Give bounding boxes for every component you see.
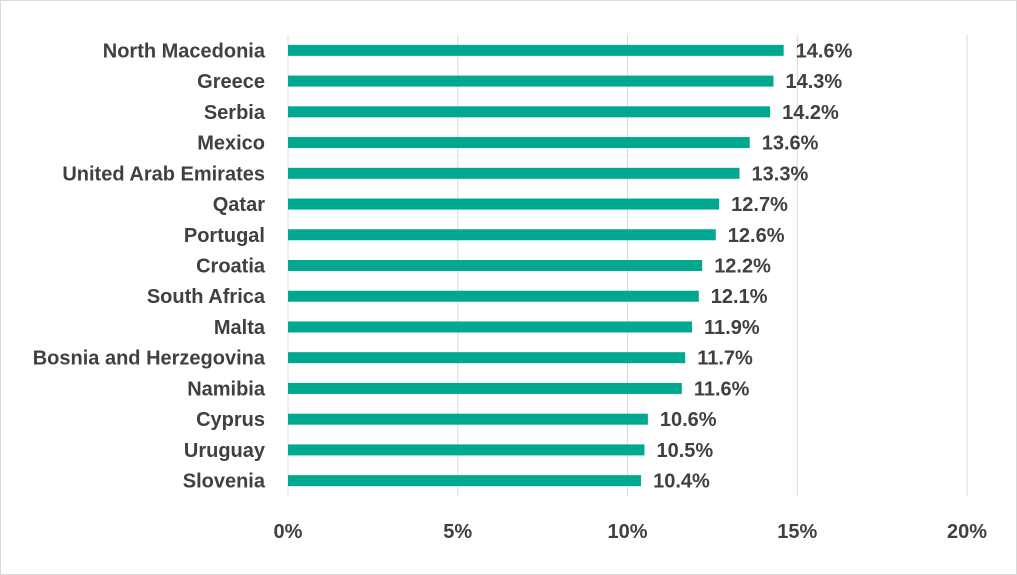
- value-label: 12.2%: [714, 256, 771, 278]
- bar: [288, 444, 645, 456]
- bar: [288, 106, 771, 118]
- bar: [288, 229, 716, 241]
- bar: [288, 167, 740, 179]
- value-label: 10.5%: [656, 440, 713, 462]
- category-label: Serbia: [204, 102, 266, 124]
- x-tick-label: 10%: [607, 521, 647, 543]
- category-label: Mexico: [197, 133, 265, 155]
- bar: [288, 75, 774, 87]
- value-label: 12.1%: [711, 286, 768, 308]
- x-tick-label: 15%: [777, 521, 817, 543]
- value-labels: 14.6% 14.3% 14.2% 13.6% 13.3% 12.7% 12.6% 12.2%…: [653, 40, 853, 492]
- category-label: Malta: [214, 317, 266, 339]
- category-label: United Arab Emirates: [62, 163, 265, 185]
- bar: [288, 475, 642, 487]
- bar: [288, 382, 682, 394]
- category-labels: North Macedonia Greece Serbia Mexico United …: [33, 40, 266, 492]
- bar: [288, 198, 720, 210]
- category-label: Portugal: [184, 225, 265, 247]
- value-label: 12.6%: [728, 225, 785, 247]
- category-label: Croatia: [196, 256, 266, 278]
- x-tick-labels: 0% 5% 10% 15% 20%: [274, 521, 988, 543]
- value-label: 14.3%: [785, 71, 842, 93]
- value-label: 10.6%: [660, 409, 717, 431]
- bars: [288, 44, 784, 487]
- bar: [288, 290, 699, 302]
- category-label: South Africa: [147, 286, 266, 308]
- category-label: Cyprus: [196, 409, 265, 431]
- bar: [288, 352, 686, 364]
- category-label: Slovenia: [183, 471, 266, 493]
- bar: [288, 413, 648, 425]
- value-label: 14.2%: [782, 102, 839, 124]
- bar: [288, 44, 784, 56]
- category-label: Uruguay: [184, 440, 266, 462]
- value-label: 13.3%: [752, 163, 809, 185]
- x-tick-label: 5%: [443, 521, 472, 543]
- value-label: 11.9%: [704, 317, 760, 339]
- value-label: 11.7%: [697, 348, 753, 370]
- value-label: 13.6%: [762, 133, 819, 155]
- category-label: Greece: [197, 71, 265, 93]
- value-label: 11.6%: [694, 378, 750, 400]
- bar: [288, 321, 693, 333]
- category-label: Bosnia and Herzegovina: [33, 348, 266, 370]
- category-label: North Macedonia: [103, 40, 266, 62]
- value-label: 12.7%: [731, 194, 788, 216]
- value-label: 10.4%: [653, 471, 710, 493]
- x-tick-label: 0%: [274, 521, 303, 543]
- category-label: Qatar: [213, 194, 265, 216]
- bar: [288, 260, 703, 271]
- x-tick-label: 20%: [947, 521, 987, 543]
- category-label: Namibia: [187, 378, 266, 400]
- value-label: 14.6%: [796, 40, 853, 62]
- bar: [288, 137, 750, 149]
